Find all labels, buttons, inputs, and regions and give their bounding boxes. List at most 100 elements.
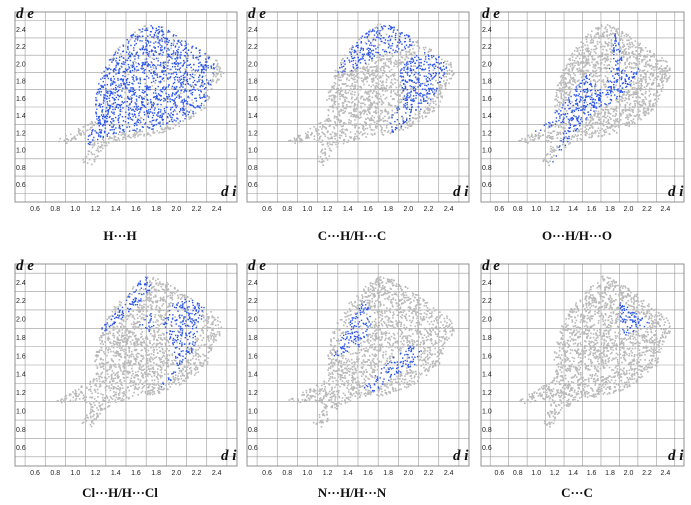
data-point-grey xyxy=(412,116,414,119)
data-point-highlight xyxy=(352,66,354,68)
data-point-grey xyxy=(560,84,562,87)
x-tick-label: 1.4 xyxy=(343,206,353,213)
data-point-grey xyxy=(305,132,307,135)
data-point-highlight xyxy=(122,120,125,122)
data-point-grey xyxy=(606,115,609,117)
data-point-grey xyxy=(568,88,571,90)
data-point-grey xyxy=(354,69,356,71)
data-point-highlight xyxy=(410,110,412,112)
data-point-grey xyxy=(93,142,96,144)
data-point-highlight xyxy=(101,109,104,111)
data-point-highlight xyxy=(424,84,426,86)
data-point-grey xyxy=(371,134,374,136)
data-point-grey xyxy=(337,111,340,114)
data-point-highlight xyxy=(132,33,135,36)
data-point-grey xyxy=(403,97,406,100)
data-point-highlight xyxy=(425,99,427,102)
x-axis-label: d i xyxy=(453,184,469,200)
data-point-grey xyxy=(399,95,401,97)
data-point-highlight xyxy=(107,92,109,94)
data-point-grey xyxy=(77,130,80,133)
data-point-highlight xyxy=(106,75,108,78)
data-point-grey xyxy=(584,132,587,134)
data-point-grey xyxy=(573,53,576,56)
data-point-grey xyxy=(373,90,375,93)
data-point-grey xyxy=(323,126,326,128)
data-point-highlight xyxy=(142,92,145,94)
data-point-highlight xyxy=(152,128,154,130)
data-point-grey xyxy=(587,60,589,62)
data-point-highlight xyxy=(127,46,129,49)
data-point-highlight xyxy=(147,88,150,91)
data-point-grey xyxy=(582,70,585,72)
data-point-grey xyxy=(636,114,638,116)
data-point-grey xyxy=(619,46,622,49)
data-point-grey xyxy=(377,71,380,73)
data-point-highlight xyxy=(142,97,145,100)
data-point-grey xyxy=(92,124,94,126)
data-point-highlight xyxy=(175,120,177,122)
data-point-grey xyxy=(156,123,159,126)
data-point-grey xyxy=(337,119,339,122)
data-point-highlight xyxy=(438,72,440,75)
data-point-highlight xyxy=(401,49,403,51)
y-tick-label: 2.0 xyxy=(248,61,258,68)
x-tick-label: 1.6 xyxy=(131,206,141,213)
data-point-grey xyxy=(362,125,365,128)
data-point-grey xyxy=(560,88,563,90)
data-point-highlight xyxy=(106,83,109,86)
data-point-highlight xyxy=(110,122,113,124)
data-point-grey xyxy=(401,118,404,121)
data-point-grey xyxy=(614,115,616,118)
data-point-highlight xyxy=(429,79,431,82)
data-point-grey xyxy=(531,133,533,136)
data-point-grey xyxy=(152,131,155,134)
data-point-grey xyxy=(339,92,341,94)
data-point-grey xyxy=(430,106,433,108)
data-point-grey xyxy=(324,123,327,126)
data-point-grey xyxy=(601,123,604,125)
data-point-highlight xyxy=(405,34,408,36)
data-point-grey xyxy=(380,66,383,68)
data-point-highlight xyxy=(90,141,92,144)
data-point-grey xyxy=(117,133,120,136)
data-point-highlight xyxy=(433,89,436,91)
data-point-highlight xyxy=(133,122,136,125)
data-point-grey xyxy=(592,63,595,66)
data-point-highlight xyxy=(162,70,165,72)
data-point-grey xyxy=(622,45,624,48)
data-point-grey xyxy=(102,139,105,142)
data-point-highlight xyxy=(115,69,117,71)
data-point-grey xyxy=(214,71,216,74)
data-point-grey xyxy=(579,70,582,72)
data-point-highlight xyxy=(115,73,117,75)
data-point-highlight xyxy=(151,128,153,130)
data-point-highlight xyxy=(185,90,188,92)
data-point-grey xyxy=(443,80,445,82)
data-point-highlight xyxy=(406,101,409,104)
data-point-highlight xyxy=(183,112,186,115)
data-point-highlight xyxy=(192,68,195,71)
data-point-highlight xyxy=(128,98,130,101)
data-point-highlight xyxy=(375,51,377,54)
data-point-grey xyxy=(116,139,118,141)
data-point-grey xyxy=(373,121,376,123)
data-point-grey xyxy=(97,149,99,152)
data-point-grey xyxy=(376,120,378,122)
data-point-grey xyxy=(604,106,607,109)
data-point-grey xyxy=(608,37,611,39)
data-point-highlight xyxy=(427,102,429,104)
data-point-grey xyxy=(119,46,121,48)
data-point-highlight xyxy=(377,29,379,32)
data-point-grey xyxy=(133,70,136,73)
data-point-grey xyxy=(594,45,597,47)
data-point-grey xyxy=(372,54,375,56)
data-point-highlight xyxy=(406,103,408,106)
data-point-grey xyxy=(208,83,210,86)
data-point-highlight xyxy=(129,71,132,74)
data-point-highlight xyxy=(102,124,104,127)
data-point-highlight xyxy=(151,106,153,109)
data-point-highlight xyxy=(151,119,154,122)
data-point-grey xyxy=(381,82,383,84)
data-point-highlight xyxy=(420,61,422,64)
